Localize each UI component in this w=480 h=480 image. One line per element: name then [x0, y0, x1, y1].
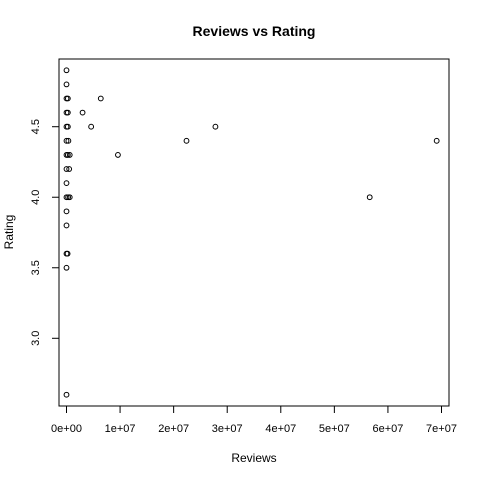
data-point [66, 152, 73, 158]
data-point [63, 208, 70, 215]
x-axis-label: Reviews [231, 451, 276, 465]
y-tick-label: 4.5 [30, 119, 42, 134]
data-point [183, 137, 190, 144]
data-point [63, 180, 70, 187]
data-point [63, 166, 70, 172]
x-tick-label: 1e+07 [105, 423, 136, 435]
x-tick-label: 4e+07 [265, 423, 296, 435]
data-point [79, 109, 86, 116]
data-point [433, 137, 440, 144]
y-axis: 3.0 3.5 4.0 4.5 [30, 119, 60, 346]
data-point [64, 250, 71, 257]
data-point [64, 109, 71, 116]
data-point [88, 123, 95, 130]
y-tick-label: 3.5 [30, 260, 42, 275]
data-point [64, 95, 71, 102]
chart-title: Reviews vs Rating [193, 23, 316, 39]
data-point [63, 81, 70, 88]
data-point [64, 152, 71, 158]
x-tick-label: 3e+07 [212, 423, 243, 435]
data-point [366, 194, 373, 201]
data-point [64, 123, 71, 130]
data-point [63, 391, 70, 398]
data-point [66, 166, 73, 172]
x-tick-label: 5e+07 [319, 423, 350, 435]
x-axis: 0e+00 1e+07 2e+07 3e+07 4e+07 5e+07 6e+07 7e+07 [51, 405, 457, 435]
data-point [97, 95, 104, 102]
data-point [63, 222, 70, 229]
x-tick-label: 7e+07 [426, 423, 457, 435]
x-tick-label: 0e+00 [51, 423, 82, 435]
y-axis-label: Rating [2, 215, 16, 250]
y-tick-label: 4.0 [30, 190, 42, 205]
x-tick-label: 2e+07 [158, 423, 189, 435]
x-tick-label: 6e+07 [372, 423, 403, 435]
plot-frame [58, 58, 450, 407]
data-point [115, 152, 121, 158]
data-point [63, 137, 70, 144]
data-point [65, 137, 72, 144]
data-point [66, 194, 73, 201]
data-point [212, 123, 219, 130]
data-points [63, 67, 440, 398]
y-tick-label: 3.0 [30, 331, 42, 346]
data-point [63, 264, 70, 271]
data-point [63, 67, 70, 74]
